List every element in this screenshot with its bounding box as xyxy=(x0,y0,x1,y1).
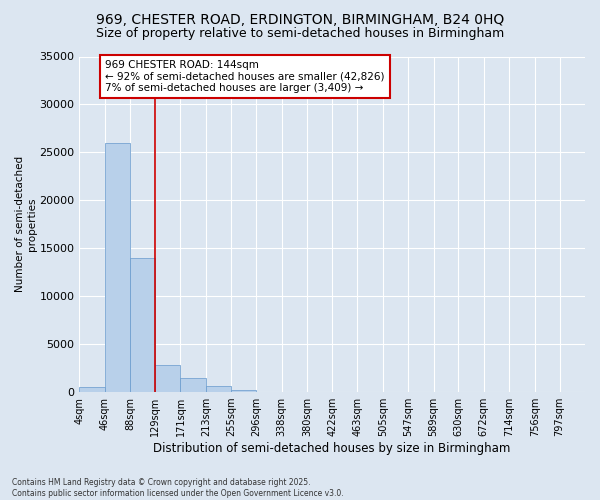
Bar xyxy=(232,390,256,392)
Bar xyxy=(79,388,105,392)
Text: Contains HM Land Registry data © Crown copyright and database right 2025.
Contai: Contains HM Land Registry data © Crown c… xyxy=(12,478,344,498)
Text: 969 CHESTER ROAD: 144sqm
← 92% of semi-detached houses are smaller (42,826)
7% o: 969 CHESTER ROAD: 144sqm ← 92% of semi-d… xyxy=(106,60,385,93)
X-axis label: Distribution of semi-detached houses by size in Birmingham: Distribution of semi-detached houses by … xyxy=(154,442,511,455)
Y-axis label: Number of semi-detached
properties: Number of semi-detached properties xyxy=(15,156,37,292)
Bar xyxy=(181,378,206,392)
Bar xyxy=(105,143,130,392)
Text: 969, CHESTER ROAD, ERDINGTON, BIRMINGHAM, B24 0HQ: 969, CHESTER ROAD, ERDINGTON, BIRMINGHAM… xyxy=(96,12,504,26)
Bar xyxy=(206,386,232,392)
Bar xyxy=(155,365,181,392)
Bar xyxy=(130,258,155,392)
Text: Size of property relative to semi-detached houses in Birmingham: Size of property relative to semi-detach… xyxy=(96,28,504,40)
